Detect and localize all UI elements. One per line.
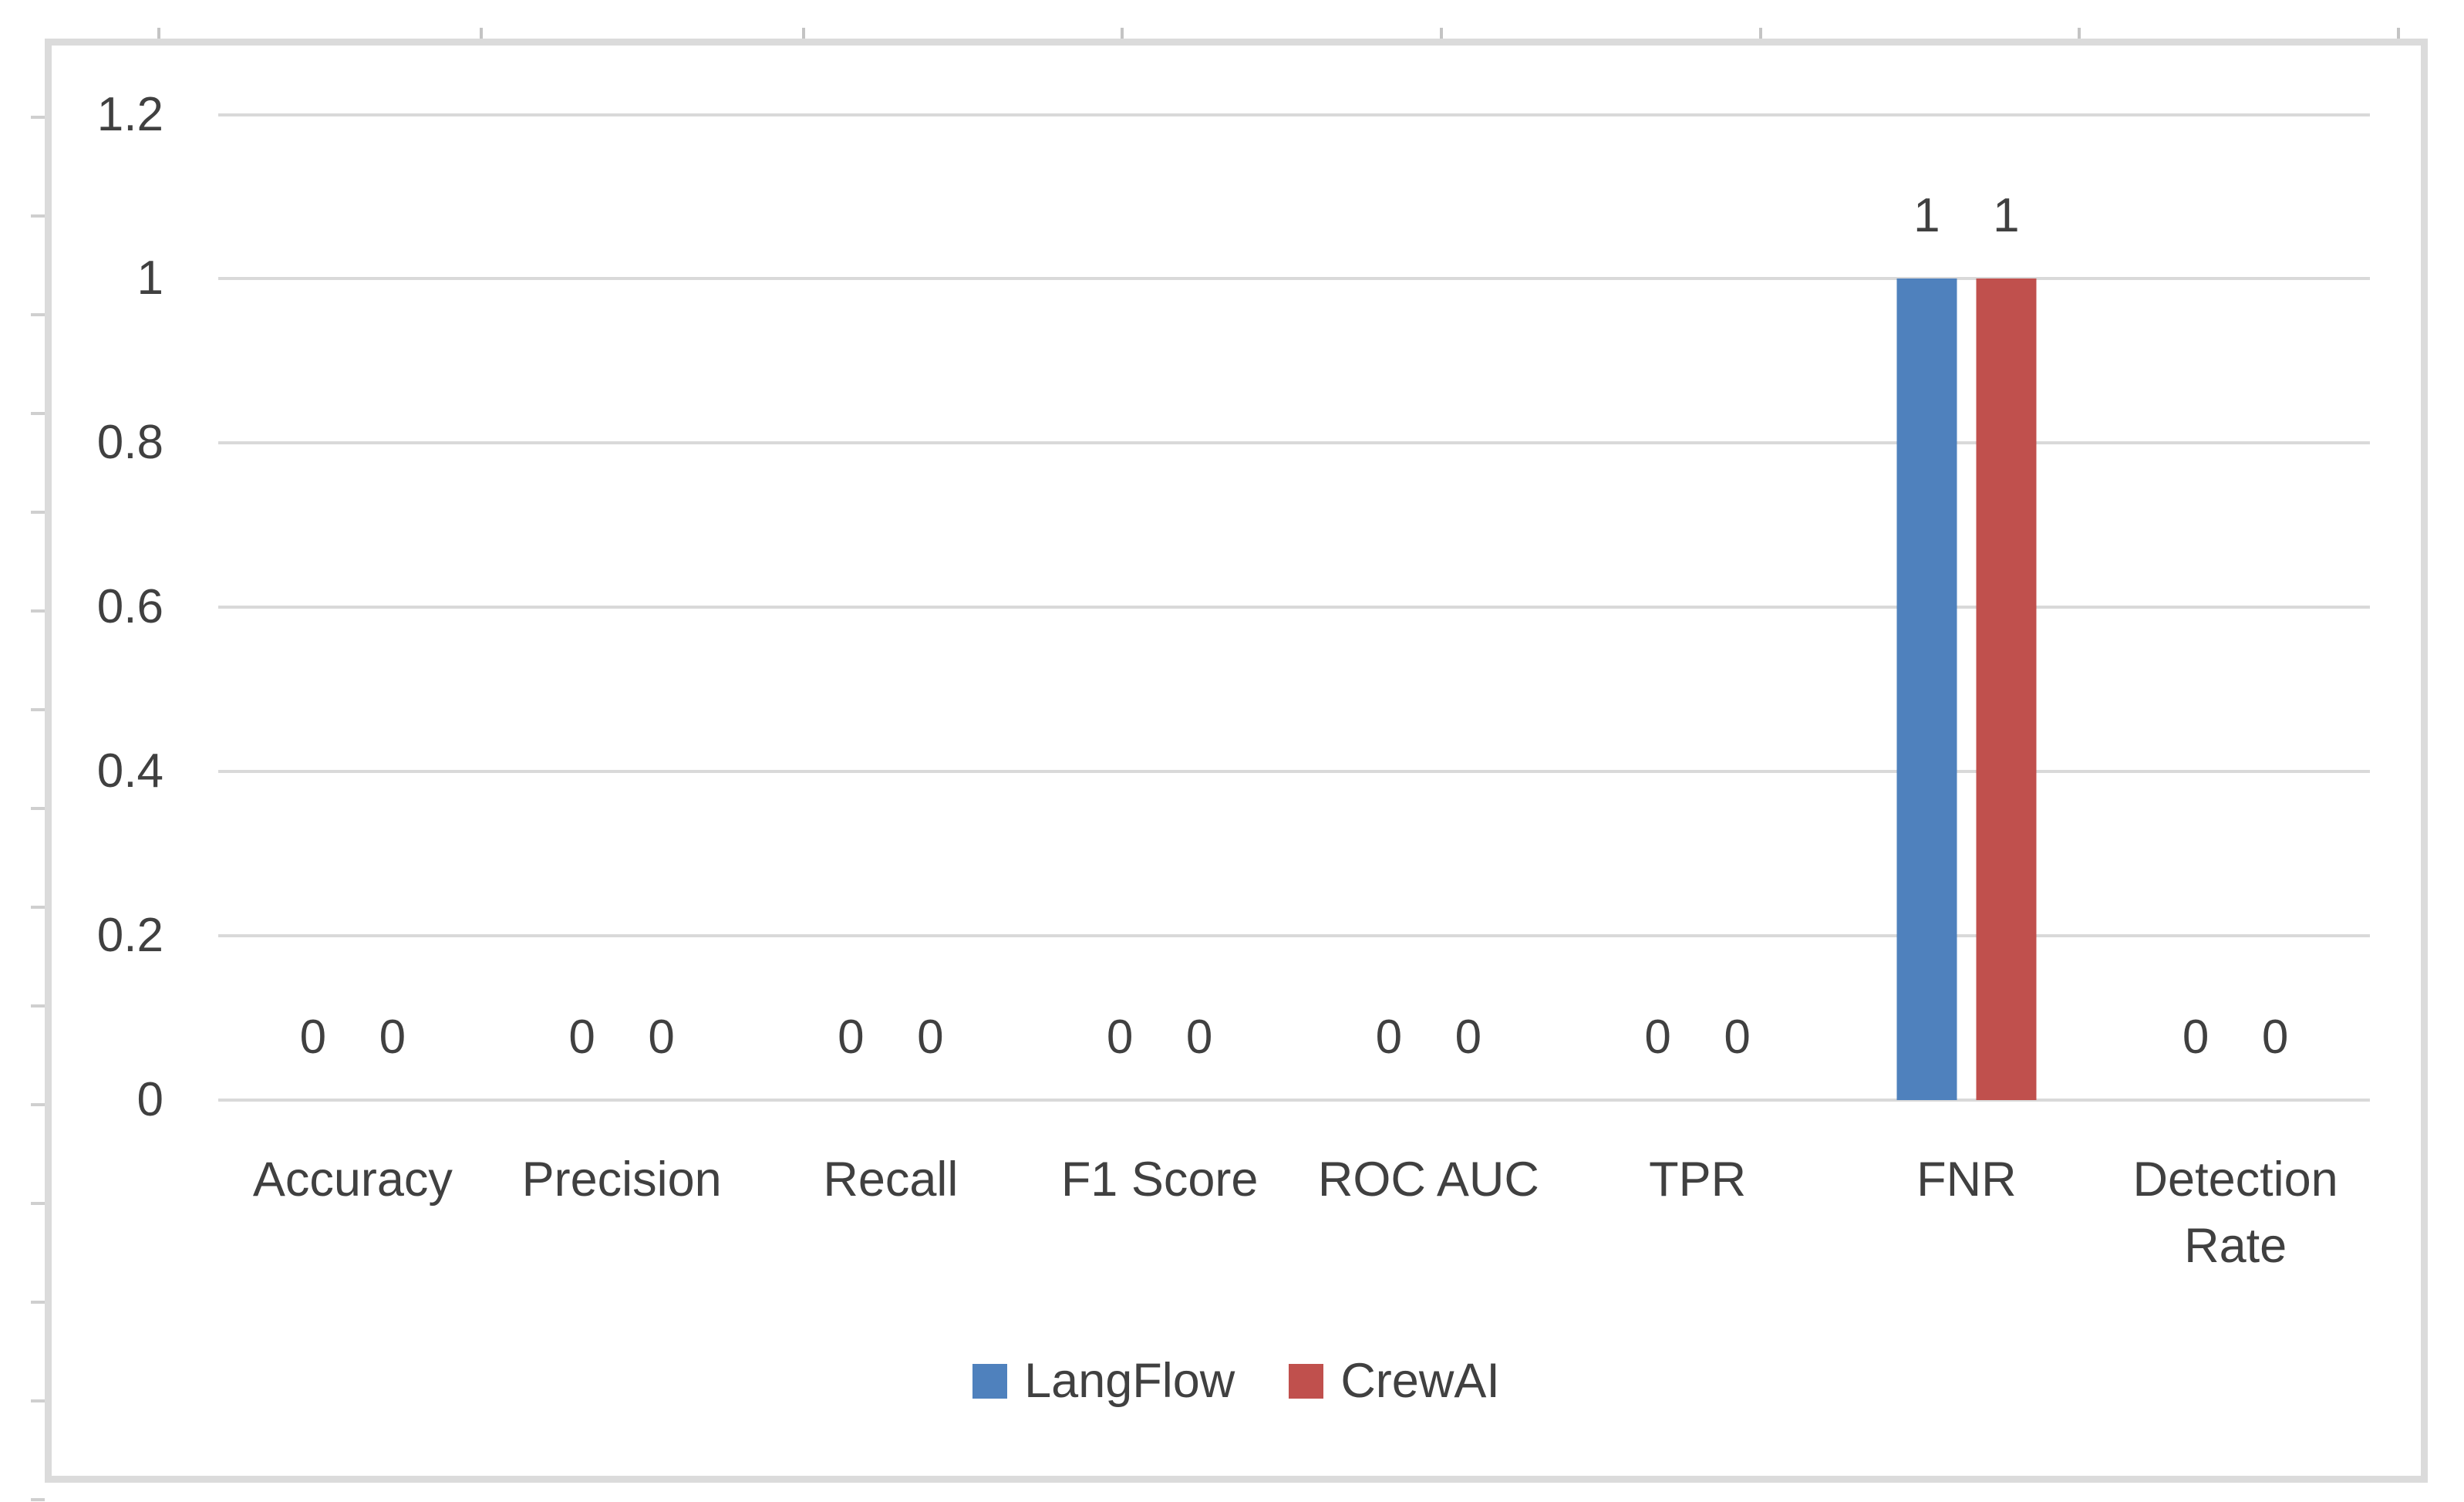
data-label: 0 [1454, 1011, 1482, 1064]
y-tick-label: 1.2 [96, 87, 163, 141]
y-tick-label: 0.8 [96, 416, 163, 470]
data-label: 0 [838, 1011, 865, 1064]
worksheet-row-gridline-stub [31, 1202, 45, 1205]
legend-swatch-icon [972, 1364, 1008, 1399]
data-label: 0 [1724, 1011, 1751, 1064]
x-axis-category-label: Precision [521, 1153, 722, 1207]
data-label: 0 [917, 1011, 944, 1064]
data-label: 0 [648, 1011, 675, 1064]
data-label: 0 [299, 1011, 327, 1064]
x-axis-category-label: Detection Rate [2132, 1153, 2338, 1273]
legend-label: LangFlow [1024, 1354, 1235, 1408]
legend-swatch-icon [1289, 1364, 1324, 1399]
worksheet-row-gridline-stub [31, 1004, 45, 1008]
worksheet-row-gridline-stub [31, 1498, 45, 1501]
data-label: 0 [2182, 1011, 2210, 1064]
worksheet-column-gridline-stub [2078, 28, 2081, 40]
bar-langflow [1896, 278, 1957, 1100]
legend-item-langflow: LangFlow [972, 1353, 1235, 1409]
worksheet-row-gridline-stub [31, 906, 45, 909]
x-axis-category-label: Accuracy [252, 1153, 453, 1207]
gridline-0.6 [218, 606, 2370, 609]
x-axis: Accuracy Precision Recall F1 Score ROC AUC TP… [218, 1146, 2370, 1279]
data-label: 0 [568, 1011, 595, 1064]
y-tick-label: 0.2 [96, 909, 163, 963]
data-label: 0 [1644, 1011, 1671, 1064]
gridline-1.2 [218, 113, 2370, 116]
worksheet-row-gridline-stub [31, 609, 45, 613]
y-tick-label: 0 [137, 1073, 163, 1126]
bar-slot-langflow: 1 [1896, 192, 1957, 1100]
bar-slot-crewai: 1 [1976, 192, 2037, 1100]
gridline-0 [218, 1099, 2370, 1102]
worksheet-row-gridline-stub [31, 1301, 45, 1304]
x-axis-category-label: F1 Score [1060, 1153, 1259, 1207]
x-axis-category-label: ROC AUC [1317, 1153, 1539, 1207]
data-label: 1 [1913, 189, 1940, 242]
bar-crewai [1976, 278, 2037, 1100]
data-label: 0 [379, 1011, 406, 1064]
y-tick-label: 0.4 [96, 744, 163, 798]
y-tick-label: 1 [137, 251, 163, 305]
worksheet-row-gridline-stub [31, 1103, 45, 1106]
worksheet-row-gridline-stub [31, 807, 45, 810]
worksheet-column-gridline-stub [1759, 28, 1762, 40]
data-label: 0 [1106, 1011, 1134, 1064]
gridline-0.8 [218, 441, 2370, 445]
gridline-1 [218, 277, 2370, 281]
chart-legend: LangFlow CrewAI [45, 1353, 2428, 1409]
worksheet-row-gridline-stub [31, 708, 45, 711]
legend-item-crewai: CrewAI [1289, 1353, 1500, 1409]
worksheet-row-gridline-stub [31, 214, 45, 218]
data-label: 1 [1993, 189, 2020, 242]
gridline-0.4 [218, 770, 2370, 774]
worksheet-row-gridline-stub [31, 412, 45, 415]
worksheet-column-gridline-stub [1440, 28, 1443, 40]
legend-label: CrewAI [1340, 1354, 1500, 1408]
worksheet-column-gridline-stub [2397, 28, 2400, 40]
data-label: 0 [2261, 1011, 2289, 1064]
worksheet-column-gridline-stub [802, 28, 805, 40]
data-label: 0 [1185, 1011, 1213, 1064]
worksheet-row-gridline-stub [31, 511, 45, 514]
worksheet-row-gridline-stub [31, 1399, 45, 1402]
x-axis-category-label: Recall [823, 1153, 959, 1207]
data-label: 0 [1375, 1011, 1403, 1064]
worksheet-row-gridline-stub [31, 116, 45, 119]
x-axis-category-label: FNR [1916, 1153, 2017, 1207]
worksheet-row-gridline-stub [31, 313, 45, 316]
worksheet-column-gridline-stub [157, 28, 160, 40]
gridline-0.2 [218, 934, 2370, 938]
worksheet-column-gridline-stub [1121, 28, 1124, 40]
x-axis-category-label: TPR [1649, 1153, 1747, 1207]
y-tick-label: 0.6 [96, 580, 163, 634]
worksheet-column-gridline-stub [480, 28, 483, 40]
